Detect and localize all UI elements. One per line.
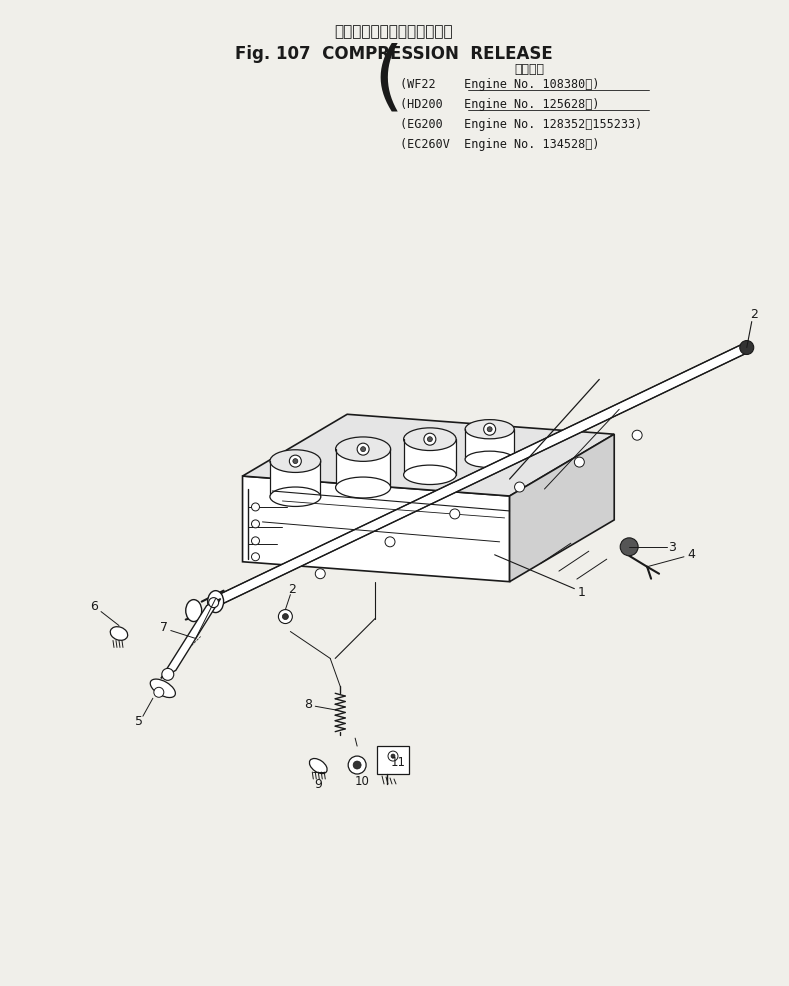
Polygon shape xyxy=(214,344,749,606)
Circle shape xyxy=(293,459,297,464)
Circle shape xyxy=(620,538,638,556)
Circle shape xyxy=(162,669,174,680)
Circle shape xyxy=(316,569,325,579)
Ellipse shape xyxy=(110,627,128,641)
Polygon shape xyxy=(466,430,514,459)
Polygon shape xyxy=(510,435,614,582)
Text: (EG200   Engine No. 128352～155233): (EG200 Engine No. 128352～155233) xyxy=(400,117,642,131)
Ellipse shape xyxy=(309,759,327,774)
Circle shape xyxy=(290,456,301,467)
Circle shape xyxy=(208,599,219,608)
Ellipse shape xyxy=(185,600,202,622)
Text: 4: 4 xyxy=(687,548,695,561)
Ellipse shape xyxy=(270,451,321,473)
Circle shape xyxy=(252,504,260,512)
Text: 9: 9 xyxy=(314,778,322,791)
Circle shape xyxy=(484,424,495,436)
Ellipse shape xyxy=(404,465,456,485)
Text: 適用号等: 適用号等 xyxy=(514,63,544,76)
Circle shape xyxy=(514,482,525,492)
Polygon shape xyxy=(242,476,510,582)
Text: 8: 8 xyxy=(305,697,312,710)
Ellipse shape xyxy=(335,477,391,499)
Circle shape xyxy=(361,448,365,453)
Ellipse shape xyxy=(150,679,175,698)
Text: コンプレッション　リリーズ: コンプレッション リリーズ xyxy=(335,24,454,39)
Circle shape xyxy=(279,610,293,624)
Text: 3: 3 xyxy=(668,540,676,554)
Ellipse shape xyxy=(465,420,514,440)
Text: 2: 2 xyxy=(289,583,297,596)
Ellipse shape xyxy=(270,487,321,507)
Circle shape xyxy=(353,761,361,769)
Circle shape xyxy=(450,510,460,520)
Text: (WF22    Engine No. 108380～): (WF22 Engine No. 108380～) xyxy=(400,78,600,91)
Text: (EC260V  Engine No. 134528～): (EC260V Engine No. 134528～) xyxy=(400,138,600,151)
Polygon shape xyxy=(404,440,456,475)
Circle shape xyxy=(252,553,260,561)
Text: (: ( xyxy=(373,42,403,116)
Circle shape xyxy=(391,754,395,758)
Text: 10: 10 xyxy=(355,775,369,788)
Circle shape xyxy=(357,444,369,456)
Circle shape xyxy=(154,687,164,697)
Polygon shape xyxy=(161,599,221,678)
Circle shape xyxy=(428,437,432,443)
Circle shape xyxy=(252,537,260,545)
Ellipse shape xyxy=(465,452,514,468)
Text: 7: 7 xyxy=(160,620,168,633)
Polygon shape xyxy=(242,415,614,497)
Circle shape xyxy=(252,521,260,528)
Circle shape xyxy=(487,427,492,432)
Circle shape xyxy=(388,751,398,761)
Ellipse shape xyxy=(208,591,223,613)
Circle shape xyxy=(424,434,436,446)
Polygon shape xyxy=(377,746,409,774)
Circle shape xyxy=(574,458,585,467)
Ellipse shape xyxy=(335,438,391,461)
Text: 1: 1 xyxy=(578,586,585,599)
Text: 11: 11 xyxy=(391,755,406,768)
Text: 6: 6 xyxy=(90,599,98,612)
Polygon shape xyxy=(336,450,391,488)
Polygon shape xyxy=(271,461,320,497)
Circle shape xyxy=(740,341,753,355)
Circle shape xyxy=(282,614,288,620)
Text: 2: 2 xyxy=(750,308,757,320)
Circle shape xyxy=(348,756,366,774)
Text: 5: 5 xyxy=(135,714,143,727)
Text: (HD200   Engine No. 125628～): (HD200 Engine No. 125628～) xyxy=(400,98,600,110)
Text: Fig. 107  COMPRESSION  RELEASE: Fig. 107 COMPRESSION RELEASE xyxy=(235,44,553,62)
Circle shape xyxy=(632,431,642,441)
Ellipse shape xyxy=(404,429,456,451)
Circle shape xyxy=(385,537,395,547)
